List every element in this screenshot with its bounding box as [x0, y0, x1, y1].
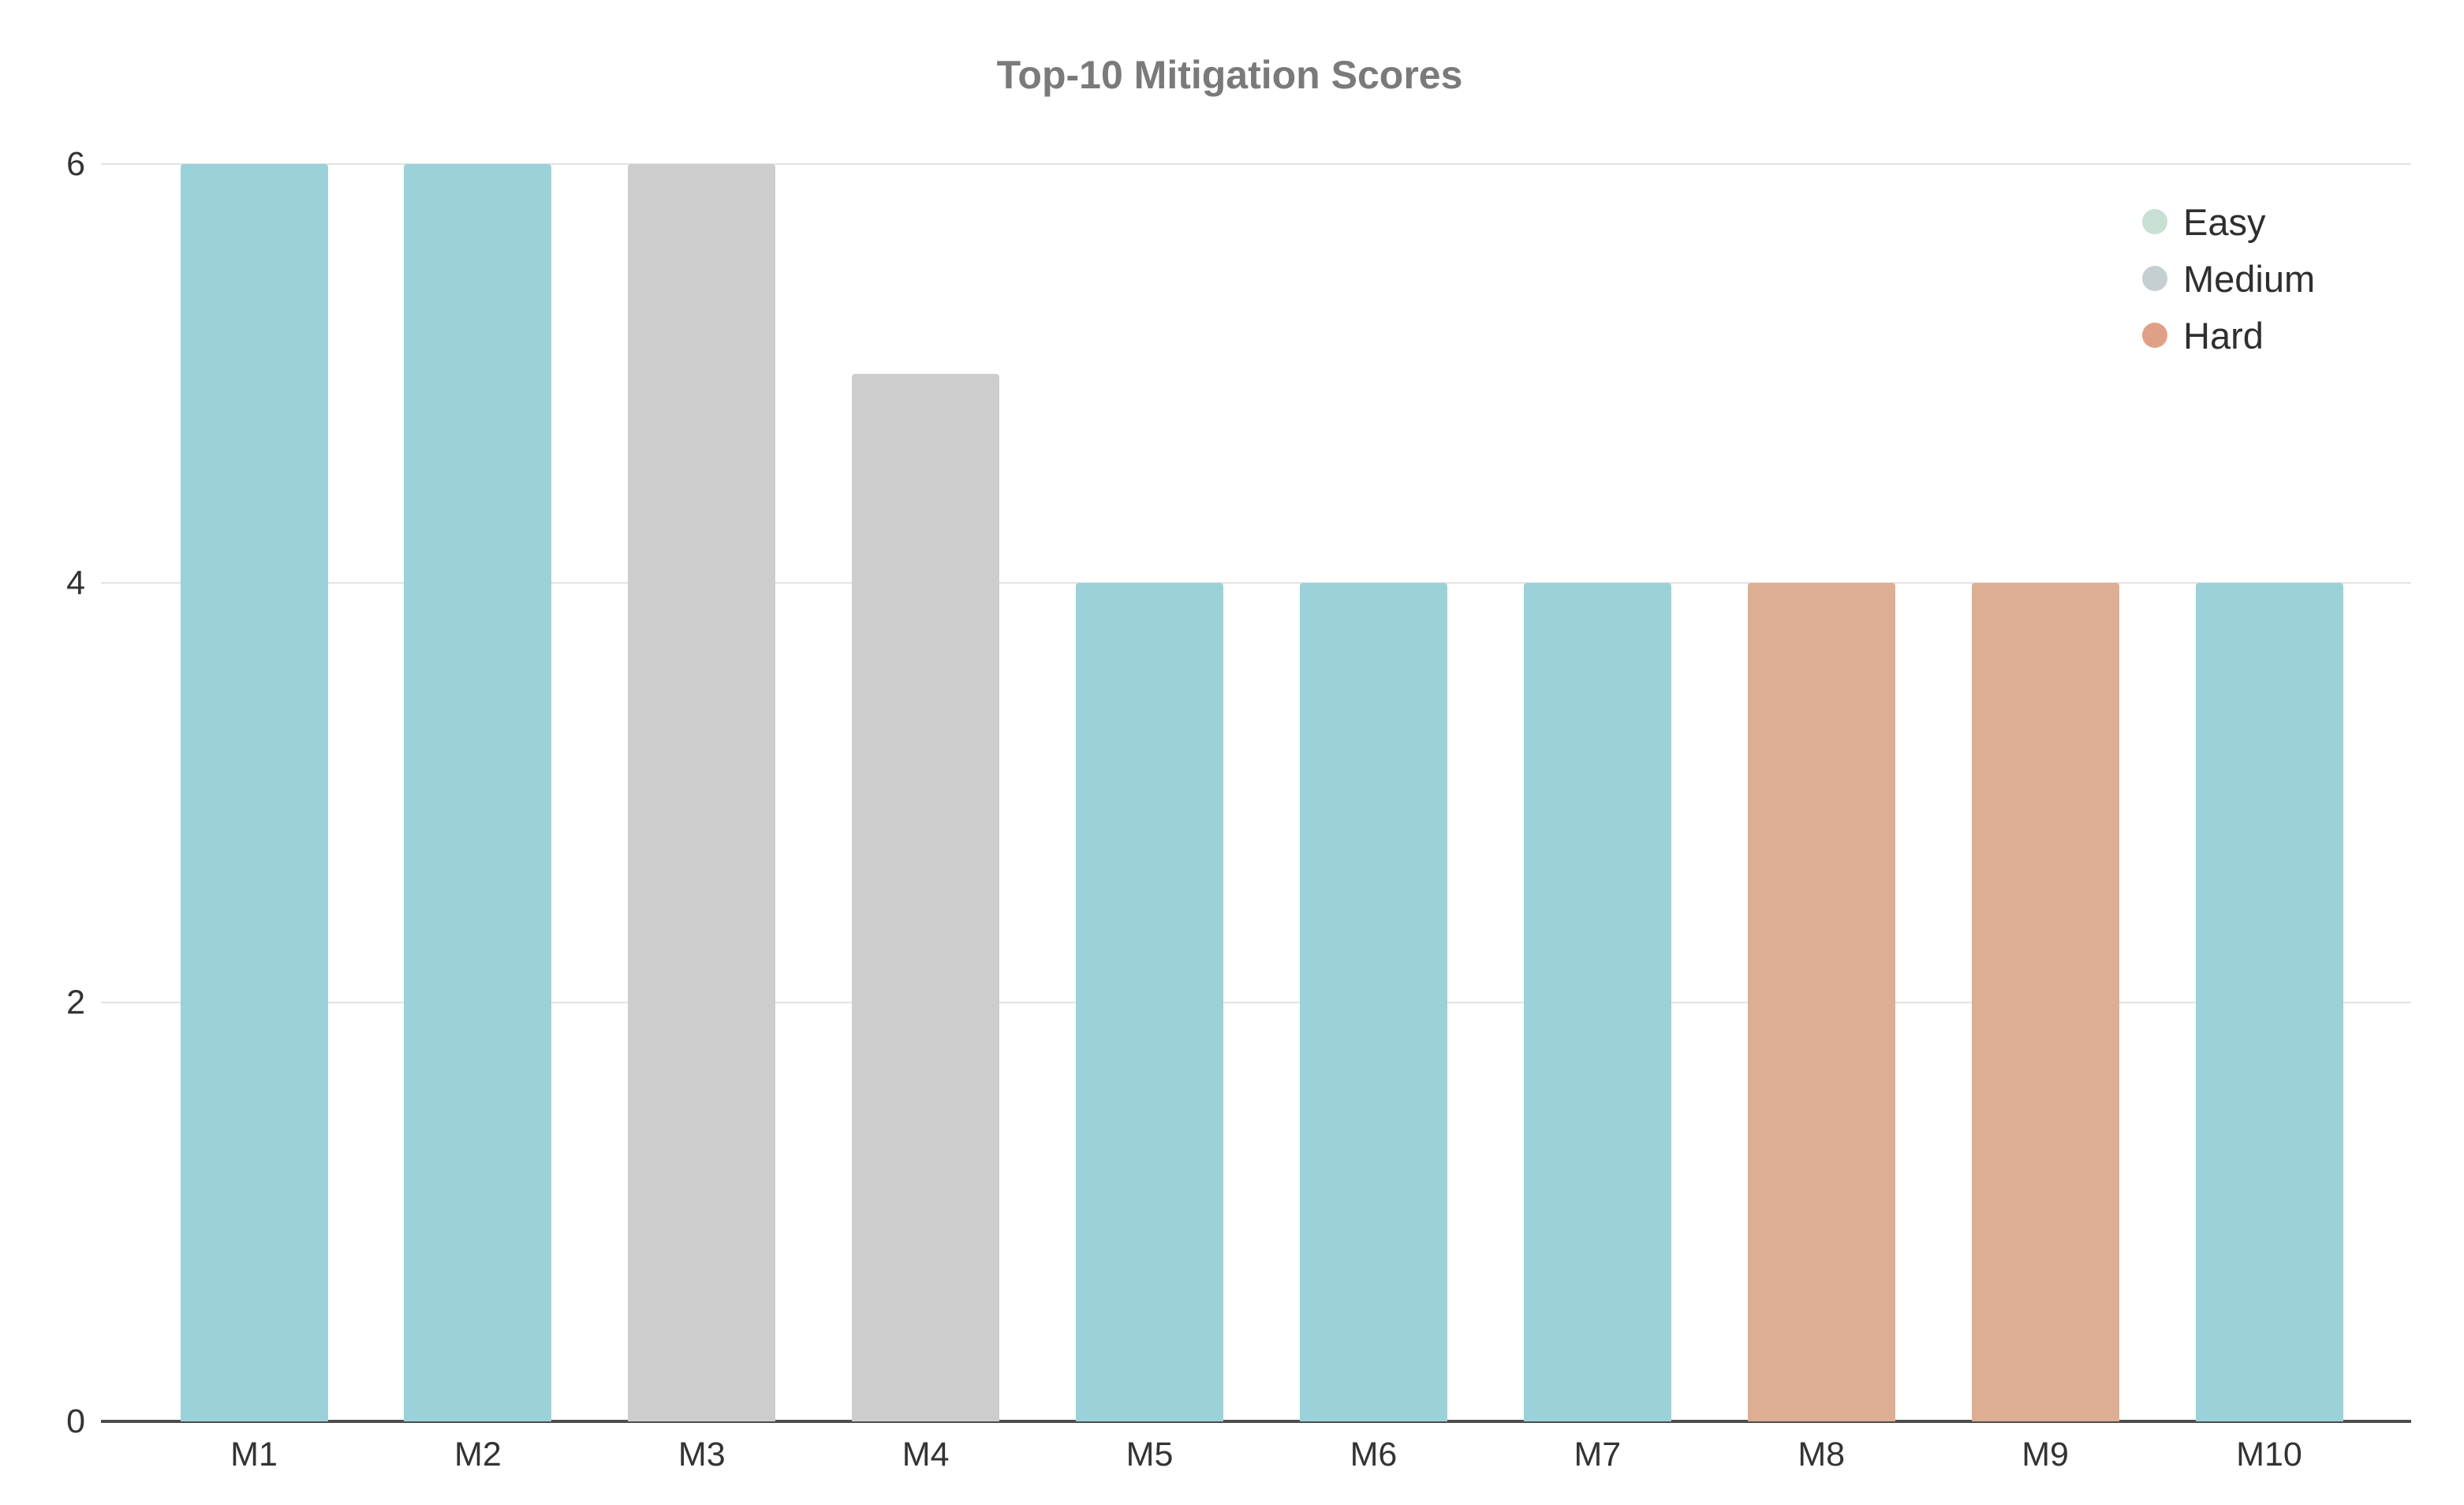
y-tick-label-6: 6 — [66, 144, 85, 183]
x-axis-line — [101, 1420, 2411, 1423]
gridline-2 — [101, 1001, 2411, 1003]
bar-m7[interactable] — [1523, 583, 1671, 1421]
legend-swatch-circle-icon-hard — [2142, 323, 2167, 348]
bar-m8[interactable] — [1747, 583, 1895, 1421]
legend-item-medium[interactable]: Medium — [2142, 250, 2315, 307]
x-tick-label-m1: M1 — [230, 1436, 278, 1473]
x-tick-label-m10: M10 — [2236, 1436, 2302, 1473]
bar-m9[interactable] — [1971, 583, 2119, 1421]
legend-label-easy: Easy — [2183, 200, 2266, 243]
legend-item-hard[interactable]: Hard — [2142, 307, 2315, 364]
legend-swatch-circle-icon-medium — [2142, 266, 2167, 291]
bar-m5[interactable] — [1076, 583, 1224, 1421]
y-tick-label-0: 0 — [66, 1402, 85, 1440]
x-tick-label-m2: M2 — [454, 1436, 502, 1473]
bar-m3[interactable] — [628, 163, 776, 1421]
x-tick-label-m3: M3 — [678, 1436, 726, 1473]
bar-m1[interactable] — [180, 163, 328, 1421]
bar-m6[interactable] — [1299, 583, 1447, 1421]
legend-label-medium: Medium — [2183, 257, 2316, 300]
legend-label-hard: Hard — [2183, 314, 2264, 357]
x-tick-label-m9: M9 — [2022, 1436, 2069, 1473]
x-tick-label-m4: M4 — [902, 1436, 950, 1473]
x-tick-label-m6: M6 — [1350, 1436, 1398, 1473]
legend: Easy Medium Hard — [2142, 193, 2315, 364]
gridline-6 — [101, 162, 2411, 165]
bar-m4[interactable] — [852, 373, 1000, 1421]
legend-swatch-circle-icon-easy — [2142, 209, 2167, 234]
legend-item-easy[interactable]: Easy — [2142, 193, 2315, 250]
x-tick-label-m7: M7 — [1574, 1436, 1622, 1473]
x-tick-label-m8: M8 — [1798, 1436, 1846, 1473]
y-tick-label-4: 4 — [66, 564, 85, 603]
y-tick-label-2: 2 — [66, 983, 85, 1021]
bar-m2[interactable] — [404, 163, 552, 1421]
gridline-4 — [101, 582, 2411, 584]
chart-title: Top-10 Mitigation Scores — [996, 53, 1463, 97]
x-tick-label-m5: M5 — [1126, 1436, 1174, 1473]
bar-m10[interactable] — [2195, 583, 2343, 1421]
